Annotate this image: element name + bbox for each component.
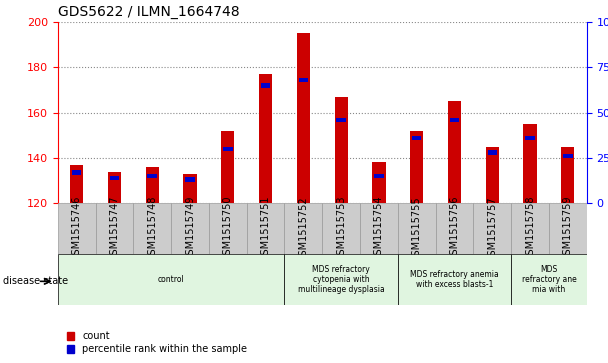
Text: GSM1515751: GSM1515751 bbox=[261, 196, 271, 261]
Bar bbox=[221, 131, 235, 203]
Bar bbox=[374, 174, 384, 178]
Legend: count, percentile rank within the sample: count, percentile rank within the sample bbox=[63, 327, 251, 358]
FancyBboxPatch shape bbox=[58, 254, 285, 305]
Bar bbox=[145, 167, 159, 203]
Bar bbox=[70, 165, 83, 203]
Text: GSM1515753: GSM1515753 bbox=[336, 196, 346, 261]
Bar bbox=[561, 147, 575, 203]
Bar bbox=[372, 162, 385, 203]
Bar bbox=[336, 118, 346, 122]
Text: GSM1515754: GSM1515754 bbox=[374, 196, 384, 261]
FancyBboxPatch shape bbox=[247, 203, 285, 254]
Bar bbox=[486, 147, 499, 203]
Text: GSM1515752: GSM1515752 bbox=[299, 196, 308, 261]
FancyBboxPatch shape bbox=[322, 203, 360, 254]
FancyBboxPatch shape bbox=[58, 203, 95, 254]
FancyBboxPatch shape bbox=[171, 203, 209, 254]
FancyBboxPatch shape bbox=[549, 203, 587, 254]
Text: GSM1515750: GSM1515750 bbox=[223, 196, 233, 261]
FancyBboxPatch shape bbox=[209, 203, 247, 254]
Bar bbox=[448, 101, 461, 203]
FancyBboxPatch shape bbox=[511, 254, 587, 305]
FancyBboxPatch shape bbox=[285, 254, 398, 305]
FancyBboxPatch shape bbox=[435, 203, 474, 254]
Bar bbox=[109, 176, 119, 180]
Text: GSM1515748: GSM1515748 bbox=[147, 196, 157, 261]
Text: GSM1515749: GSM1515749 bbox=[185, 196, 195, 261]
FancyBboxPatch shape bbox=[398, 254, 511, 305]
Text: GSM1515757: GSM1515757 bbox=[487, 196, 497, 261]
Bar bbox=[523, 124, 537, 203]
Bar bbox=[223, 147, 232, 151]
Bar bbox=[334, 97, 348, 203]
Text: GDS5622 / ILMN_1664748: GDS5622 / ILMN_1664748 bbox=[58, 5, 240, 19]
Bar bbox=[185, 178, 195, 182]
Bar bbox=[525, 136, 535, 140]
Bar bbox=[259, 74, 272, 203]
Text: GSM1515747: GSM1515747 bbox=[109, 196, 119, 261]
FancyBboxPatch shape bbox=[398, 203, 435, 254]
Text: MDS
refractory ane
mia with: MDS refractory ane mia with bbox=[522, 265, 576, 294]
Bar bbox=[410, 131, 423, 203]
Bar bbox=[297, 33, 310, 203]
FancyBboxPatch shape bbox=[133, 203, 171, 254]
FancyBboxPatch shape bbox=[511, 203, 549, 254]
Bar bbox=[412, 136, 421, 140]
Text: GSM1515746: GSM1515746 bbox=[72, 196, 81, 261]
Text: GSM1515755: GSM1515755 bbox=[412, 196, 422, 261]
FancyBboxPatch shape bbox=[95, 203, 133, 254]
Text: MDS refractory
cytopenia with
multilineage dysplasia: MDS refractory cytopenia with multilinea… bbox=[298, 265, 384, 294]
Text: MDS refractory anemia
with excess blasts-1: MDS refractory anemia with excess blasts… bbox=[410, 270, 499, 289]
Bar bbox=[148, 174, 157, 178]
Text: GSM1515758: GSM1515758 bbox=[525, 196, 535, 261]
Bar bbox=[299, 78, 308, 82]
Text: disease state: disease state bbox=[3, 276, 68, 286]
Text: GSM1515759: GSM1515759 bbox=[563, 196, 573, 261]
Bar bbox=[261, 83, 271, 87]
FancyBboxPatch shape bbox=[360, 203, 398, 254]
Text: GSM1515756: GSM1515756 bbox=[449, 196, 460, 261]
Bar bbox=[72, 170, 81, 175]
Bar bbox=[488, 150, 497, 155]
FancyBboxPatch shape bbox=[285, 203, 322, 254]
Bar bbox=[563, 154, 573, 158]
Bar bbox=[184, 174, 196, 203]
Bar bbox=[108, 171, 121, 203]
Text: control: control bbox=[157, 275, 184, 284]
FancyBboxPatch shape bbox=[474, 203, 511, 254]
Bar bbox=[450, 118, 459, 122]
